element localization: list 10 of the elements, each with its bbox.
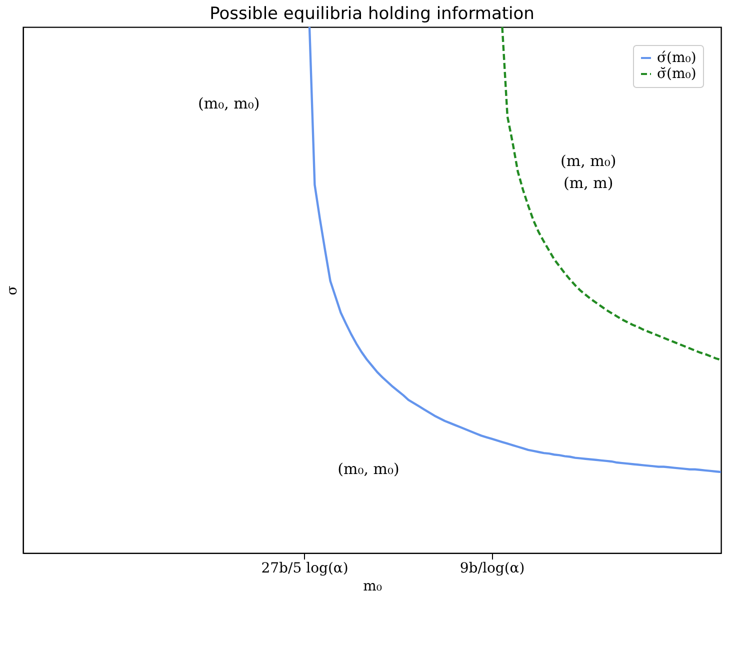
annotation: (m₀, m₀) xyxy=(338,460,400,478)
x-tick-label: 27b/5 log(α) xyxy=(261,560,348,576)
annotation: (m, m₀) (m, m) xyxy=(560,152,616,192)
chart-title: Possible equilibria holding information xyxy=(210,4,534,24)
x-tick-label: 9b/log(α) xyxy=(460,560,525,576)
legend-label: σ̆(m₀) xyxy=(657,66,696,82)
x-axis-title: m₀ xyxy=(363,578,382,594)
y-axis-title: σ xyxy=(4,285,20,296)
annotation: (m₀, m₀) xyxy=(198,94,260,112)
legend-label: σ́(m₀) xyxy=(657,50,696,66)
